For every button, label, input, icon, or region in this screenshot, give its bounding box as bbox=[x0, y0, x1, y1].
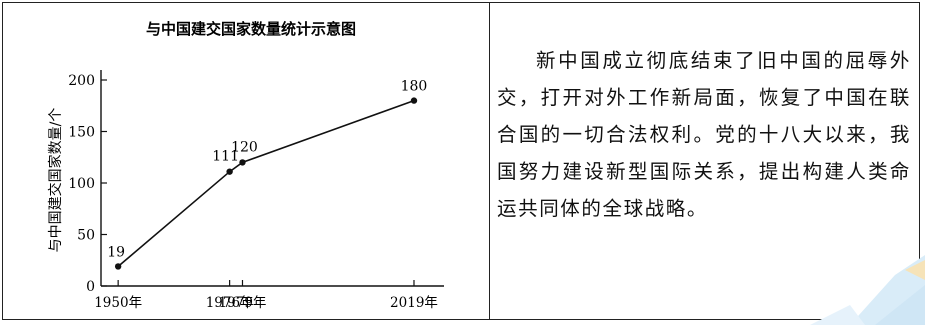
x-tick-label: 1979年 bbox=[219, 295, 267, 311]
passage-text-panel: 新中国成立彻底结束了旧中国的屈辱外交，打开对外工作新局面，恢复了中国在联合国的一… bbox=[497, 42, 911, 227]
data-point bbox=[410, 97, 418, 104]
line-chart: 与中国建交国家数量统计示意图 与中国建交国家数量/个 0 50 100 150 200 1… bbox=[47, 20, 444, 311]
data-point bbox=[114, 263, 122, 270]
panel-divider bbox=[489, 2, 490, 320]
data-point bbox=[239, 159, 246, 166]
data-label: 120 bbox=[231, 139, 258, 155]
data-point bbox=[226, 168, 233, 175]
x-tick-label: 1950年 bbox=[94, 295, 142, 311]
x-tick-label: 2019年 bbox=[390, 295, 438, 311]
data-label: 19 bbox=[107, 244, 125, 260]
y-axis-label: 与中国建交国家数量/个 bbox=[47, 108, 64, 253]
x-tick-label: 1976年 bbox=[206, 295, 254, 311]
y-tick-label: 50 bbox=[77, 228, 95, 244]
series-line bbox=[117, 99, 415, 268]
chart-panel: 与中国建交国家数量统计示意图 与中国建交国家数量/个 0 50 100 150 200 1… bbox=[4, 4, 488, 318]
y-tick-label: 0 bbox=[86, 279, 95, 295]
y-tick-label: 100 bbox=[68, 176, 95, 192]
passage-paragraph: 新中国成立彻底结束了旧中国的屈辱外交，打开对外工作新局面，恢复了中国在联合国的一… bbox=[497, 49, 911, 220]
data-label: 111 bbox=[212, 149, 239, 165]
data-label: 180 bbox=[401, 79, 428, 95]
y-tick-label: 200 bbox=[68, 73, 95, 89]
y-tick-label: 150 bbox=[68, 125, 95, 141]
chart-title: 与中国建交国家数量统计示意图 bbox=[146, 20, 356, 38]
figure-frame bbox=[2, 2, 920, 320]
